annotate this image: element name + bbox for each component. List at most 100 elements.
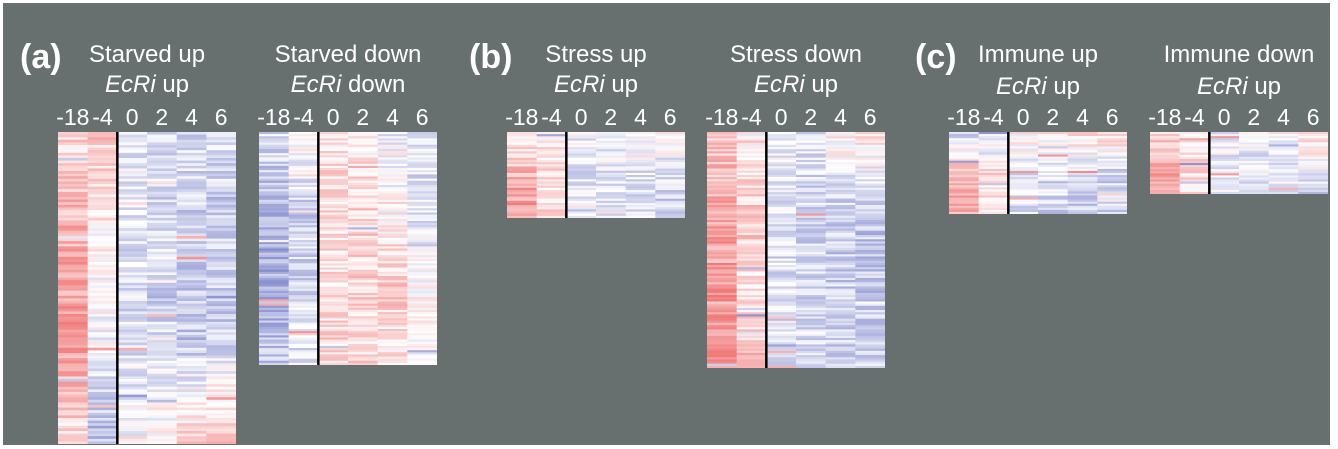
heatmap-cell — [707, 243, 738, 247]
heatmap-cell — [655, 200, 685, 204]
heatmap-cell — [117, 340, 148, 344]
heatmap-cell — [288, 176, 319, 180]
heatmap-cell — [348, 144, 379, 148]
heatmap-cell — [407, 138, 437, 141]
heatmap-cell — [147, 210, 178, 214]
heatmap-cell — [707, 211, 738, 215]
heatmap-cell — [259, 271, 290, 275]
heatmap-cell — [407, 189, 437, 192]
heatmap-cell — [1150, 181, 1181, 185]
heatmap-cell — [855, 284, 885, 287]
heatmap-cell — [825, 243, 856, 247]
heatmap-cell — [206, 217, 236, 221]
heatmap-cell — [736, 252, 767, 255]
heatmap-cell — [206, 386, 236, 390]
heatmap-cell — [176, 191, 207, 195]
heatmap-cell — [58, 340, 89, 344]
heatmap-cell — [348, 165, 379, 169]
heatmap-cell — [259, 155, 290, 158]
heatmap-cell — [377, 212, 408, 216]
heatmap-cell — [87, 379, 118, 383]
heatmap-cell — [736, 352, 767, 356]
heatmap-cell — [796, 329, 827, 333]
heatmap-cell — [348, 273, 379, 277]
heatmap-cell — [855, 153, 885, 157]
heatmap-cell — [796, 153, 827, 157]
heatmap-cell — [507, 198, 538, 202]
heatmap-cell — [147, 410, 178, 414]
heatmap-cell — [707, 224, 738, 227]
heatmap-cell — [1239, 134, 1270, 137]
heatmap-cell — [949, 156, 980, 160]
heatmap-cell — [855, 168, 885, 172]
heatmap-cell — [736, 297, 767, 300]
heatmap-cell — [766, 215, 797, 219]
heatmap-cell — [736, 363, 767, 367]
heatmap-cell — [1008, 150, 1039, 153]
heatmap-cell — [147, 324, 178, 328]
heatmap-cell — [147, 381, 178, 385]
heatmap-cell — [566, 181, 597, 185]
heatmap-cell — [736, 151, 767, 154]
heatmap-cell — [796, 331, 827, 335]
heatmap-cell — [288, 326, 319, 330]
heatmap-cell — [259, 331, 290, 334]
starved-up-subtitle-direction: up — [162, 71, 190, 98]
heatmap-cell — [206, 389, 236, 393]
heatmap-cell — [147, 290, 178, 294]
heatmap-cell — [766, 187, 797, 191]
heatmap-cell — [147, 207, 178, 211]
heatmap-cell — [1150, 132, 1181, 135]
heatmap-cell — [377, 354, 408, 358]
heatmap-cell — [58, 215, 89, 219]
heatmap-cell — [536, 132, 567, 135]
heatmap-cell — [707, 365, 738, 368]
heatmap-cell — [318, 290, 349, 294]
heatmap-cell — [288, 212, 319, 216]
heatmap-cell — [87, 420, 118, 424]
heatmap-cell — [596, 147, 627, 150]
heatmap-cell — [259, 165, 290, 169]
heatmap-cell — [796, 348, 827, 352]
heatmap-cell — [1239, 189, 1270, 193]
heatmap-cell — [796, 132, 827, 135]
heatmap-cell — [259, 187, 290, 190]
heatmap-cell — [407, 159, 437, 163]
heatmap-cell — [825, 149, 856, 152]
heatmap-cell — [318, 237, 349, 241]
heatmap-cell — [348, 246, 379, 249]
heatmap-cell — [796, 292, 827, 296]
heatmap-cell — [825, 284, 856, 287]
heatmap-cell — [288, 178, 319, 182]
heatmap-cell — [147, 215, 178, 219]
heatmap-cell — [87, 384, 118, 388]
heatmap-cell — [288, 210, 319, 213]
heatmap-cell — [288, 328, 319, 332]
heatmap-cell — [825, 166, 856, 169]
heatmap-cell — [736, 183, 767, 187]
heatmap-cell — [507, 185, 538, 189]
heatmap-cell — [655, 136, 685, 139]
heatmap-cell — [259, 273, 290, 277]
heatmap-cell — [707, 187, 738, 191]
heatmap-cell — [318, 345, 349, 349]
heatmap-cell — [147, 264, 178, 268]
starved-up-heatmap — [58, 132, 236, 444]
heatmap-cell — [58, 441, 89, 444]
heatmap-cell — [825, 144, 856, 148]
heatmap-cell — [259, 309, 290, 313]
heatmap-cell — [655, 170, 685, 174]
heatmap-cell — [58, 399, 89, 403]
heatmap-cell — [407, 265, 437, 269]
stress-down-subtitle-direction: up — [811, 71, 839, 98]
heatmap-cell — [377, 206, 408, 209]
heatmap-cell — [707, 144, 738, 148]
heatmap-cell — [1298, 160, 1328, 164]
heatmap-cell — [348, 263, 379, 266]
heatmap-cell — [796, 226, 827, 230]
heatmap-cell — [949, 136, 980, 139]
heatmap-cell — [625, 172, 656, 176]
heatmap-cell — [206, 207, 236, 211]
heatmap-cell — [206, 306, 236, 310]
heatmap-cell — [87, 210, 118, 214]
